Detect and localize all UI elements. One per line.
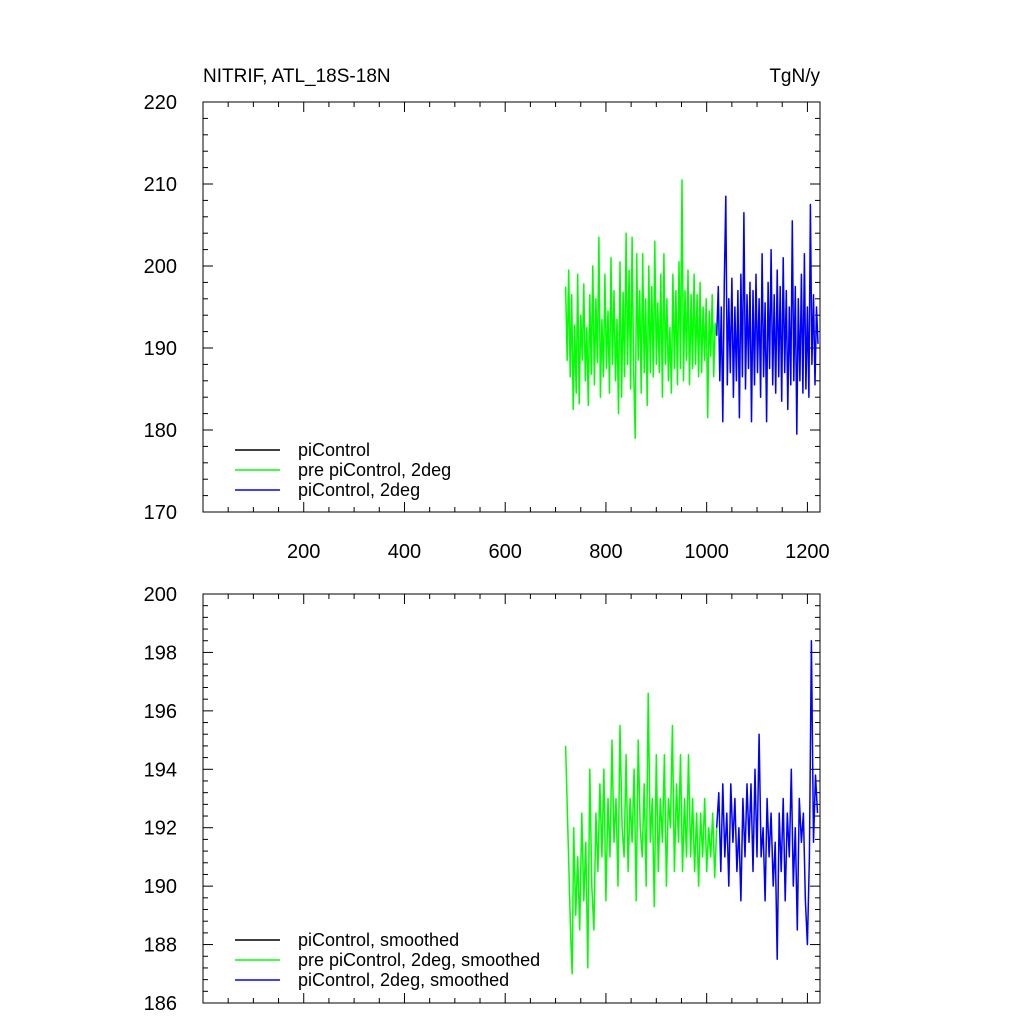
y-tick-label: 190 [144, 876, 177, 898]
legend-label: pre piControl, 2deg [298, 460, 451, 480]
bottom-plot-area: 186 188 190 192 194 196 198 200 piControl, smoot… [144, 584, 821, 1015]
series-line-pre-picontrol-2deg-smoothed [564, 692, 718, 975]
x-tick-label: 200 [287, 541, 320, 563]
y-tick-label: 194 [144, 759, 177, 781]
y-tick-label: 170 [144, 502, 177, 524]
legend-label: pre piControl, 2deg, smoothed [298, 950, 540, 970]
legend-label: piControl, 2deg [298, 480, 420, 500]
series-line-picontrol-2deg-smoothed [715, 639, 819, 960]
series-line-picontrol-2deg [715, 195, 819, 435]
x-tick-label: 800 [589, 541, 622, 563]
x-tick-label: 400 [388, 541, 421, 563]
legend-label: piControl, smoothed [298, 930, 459, 950]
y-tick-label: 198 [144, 642, 177, 664]
plot-frame [202, 593, 821, 1004]
x-tick-label: 1200 [785, 541, 830, 563]
x-tick-label: 600 [489, 541, 522, 563]
y-tick-label: 186 [144, 993, 177, 1015]
y-tick-label: 190 [144, 338, 177, 360]
y-tick-label: 180 [144, 420, 177, 442]
chart-title: NITRIF, ATL_18S-18N [203, 66, 391, 87]
chart-units: TgN/y [769, 66, 820, 87]
y-tick-label: 200 [144, 256, 177, 278]
top-plot-area: 200 400 600 800 1000 1200 170 180 190 200 210 220 pi… [144, 92, 830, 563]
y-tick-label: 188 [144, 935, 177, 957]
plot-frame [202, 101, 821, 513]
y-tick-label: 196 [144, 701, 177, 723]
y-tick-label: 210 [144, 174, 177, 196]
y-tick-label: 192 [144, 818, 177, 840]
legend-label: piControl [298, 440, 370, 460]
legend-label: piControl, 2deg, smoothed [298, 970, 509, 990]
series-line-pre-picontrol-2deg [564, 179, 718, 439]
y-tick-label: 220 [144, 92, 177, 114]
x-tick-label: 1000 [684, 541, 729, 563]
y-tick-label: 200 [144, 584, 177, 606]
